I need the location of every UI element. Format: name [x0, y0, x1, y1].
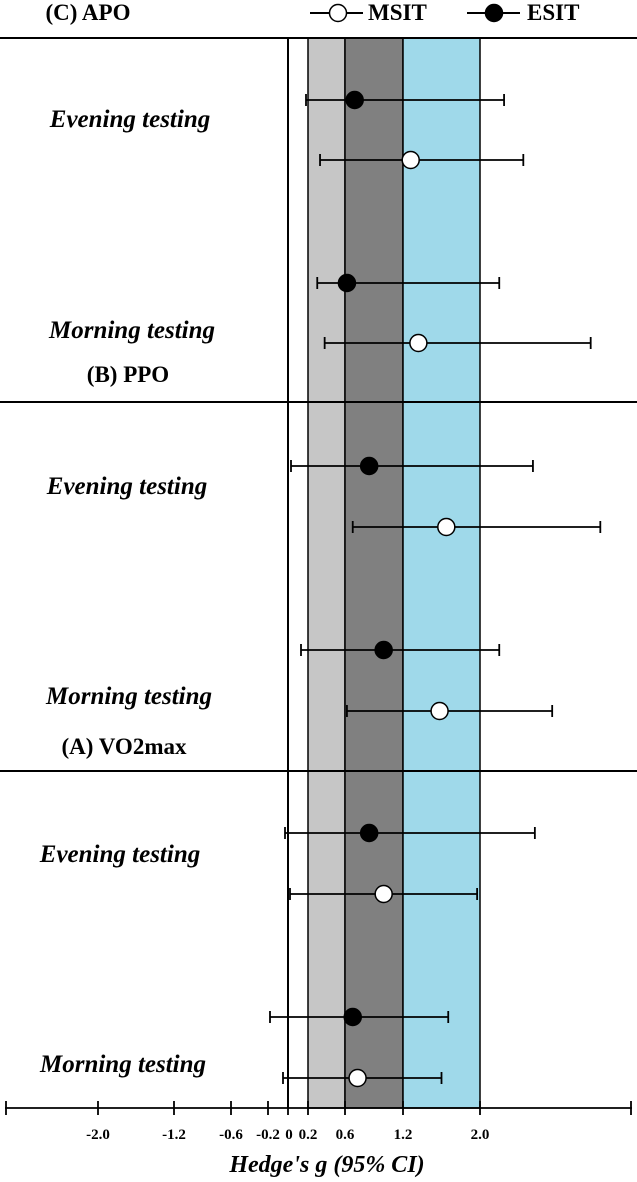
x-tick-label: -2.0 — [86, 1127, 110, 1143]
legend: MSIT ESIT — [310, 0, 579, 25]
x-tick-label: 0.2 — [299, 1127, 318, 1143]
x-axis: -2.0 -1.2 -0.6 -0.2 0 0.2 0.6 1.2 2.0 Hedge's g (… — [5, 1101, 632, 1178]
legend-esit-marker — [484, 3, 504, 23]
legend-esit-label: ESIT — [527, 0, 579, 25]
x-axis-title: Hedge's g (95% CI) — [228, 1152, 424, 1178]
x-tick-label: 1.2 — [394, 1127, 413, 1143]
esit-point — [359, 456, 379, 476]
group-label: Evening testing — [49, 106, 210, 133]
legend-msit-marker — [328, 3, 348, 23]
x-tick-label: -1.2 — [162, 1127, 186, 1143]
msit-point — [409, 333, 428, 353]
group-label: Morning testing — [45, 683, 212, 710]
x-tick-label: -0.6 — [219, 1127, 243, 1143]
light-gray-band — [307, 37, 346, 1109]
group-label: Evening testing — [46, 473, 207, 500]
panel-title: (C) APO — [46, 0, 131, 25]
msit-point — [374, 884, 393, 904]
effect-size-bands — [307, 37, 481, 1109]
group-label: Evening testing — [39, 841, 200, 868]
legend-msit-label: MSIT — [368, 0, 427, 25]
panel-divider-lines — [0, 37, 637, 1108]
esit-point — [374, 640, 393, 660]
labels-layer: (C) APO Evening testing Morning testing (B)… — [39, 0, 215, 1078]
dark-gray-band — [344, 37, 404, 1109]
x-tick-label: 0 — [285, 1127, 293, 1143]
msit-point — [437, 517, 456, 537]
esit-point — [345, 90, 364, 110]
esit-point — [343, 1007, 362, 1027]
x-tick-label: -0.2 — [256, 1127, 280, 1143]
esit-point — [359, 823, 379, 843]
panel-title: (A) VO2max — [62, 734, 187, 759]
msit-point — [401, 150, 420, 170]
data-points-layer — [269, 90, 602, 1088]
group-label: Morning testing — [39, 1051, 206, 1078]
msit-point — [348, 1068, 367, 1088]
group-label: Morning testing — [48, 317, 215, 344]
panel-title: (B) PPO — [87, 362, 169, 387]
x-tick-label: 0.6 — [336, 1127, 355, 1143]
esit-point — [337, 273, 357, 293]
msit-point — [430, 701, 449, 721]
light-blue-band — [402, 37, 481, 1109]
x-tick-label: 2.0 — [471, 1127, 490, 1143]
